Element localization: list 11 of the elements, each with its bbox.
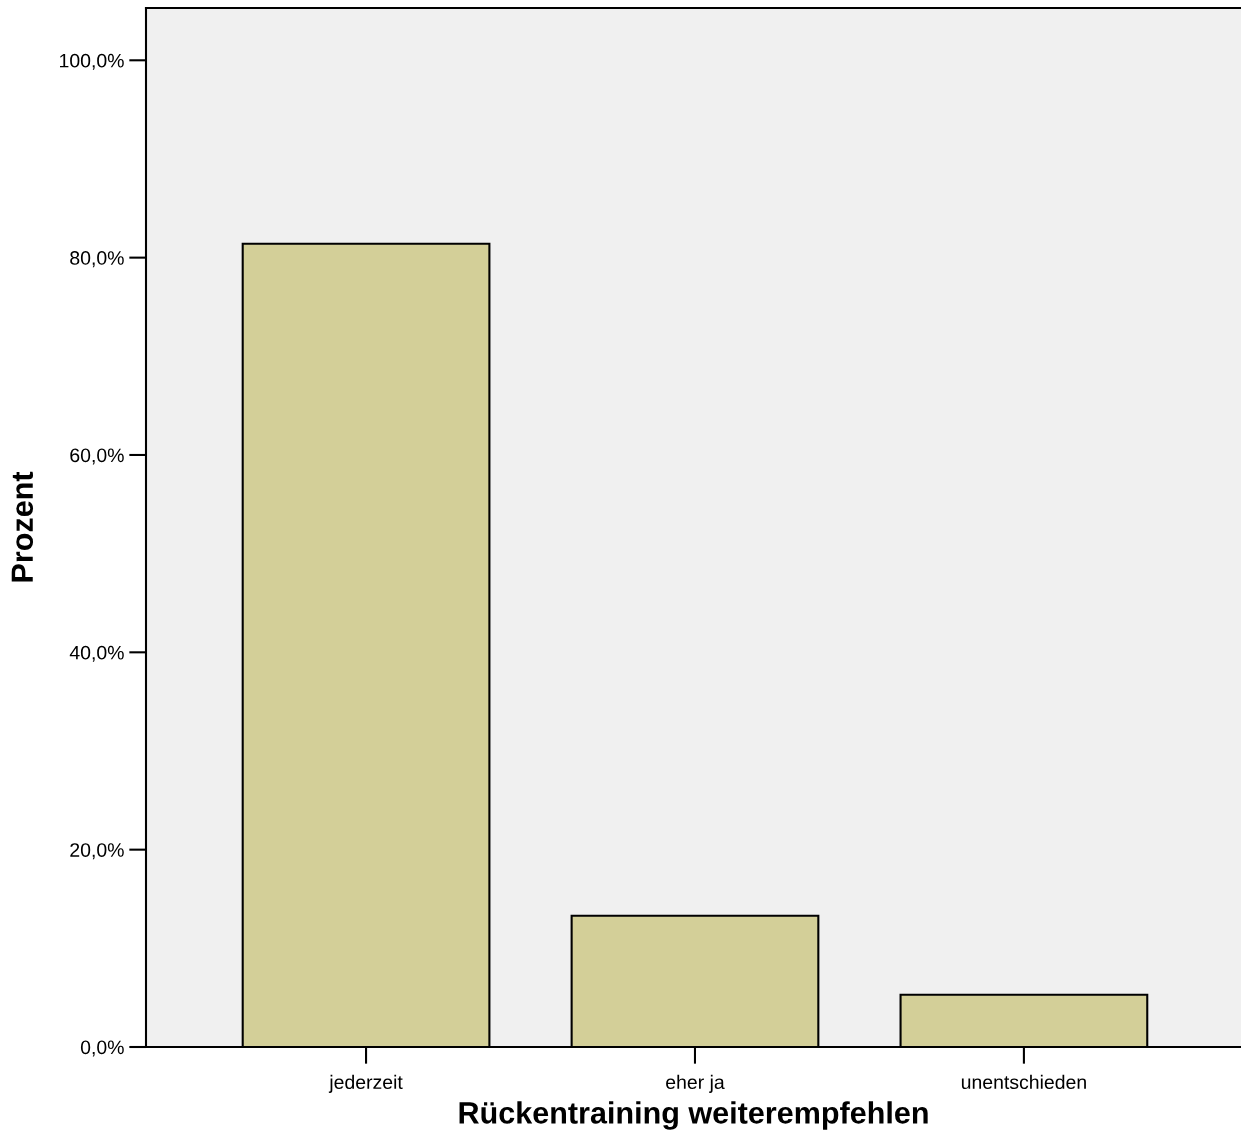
x-tick-label: unentschieden (961, 1074, 1086, 1090)
x-tick-label: jederzeit (328, 1074, 403, 1093)
y-tick-label: 80,0% (70, 251, 124, 268)
x-tick-label: eher ja (666, 1074, 725, 1093)
y-axis-title: Prozent (11, 471, 34, 582)
y-tick-label: 100,0% (60, 53, 124, 70)
y-tick-label: 40,0% (69, 645, 124, 662)
y-tick-label: 20,0% (70, 843, 124, 860)
y-tick-label: 60,0% (70, 448, 124, 465)
x-axis-title: Rückentraining weiterempfehlen (459, 1101, 928, 1130)
y-tick-label: 0,0% (80, 1040, 124, 1057)
